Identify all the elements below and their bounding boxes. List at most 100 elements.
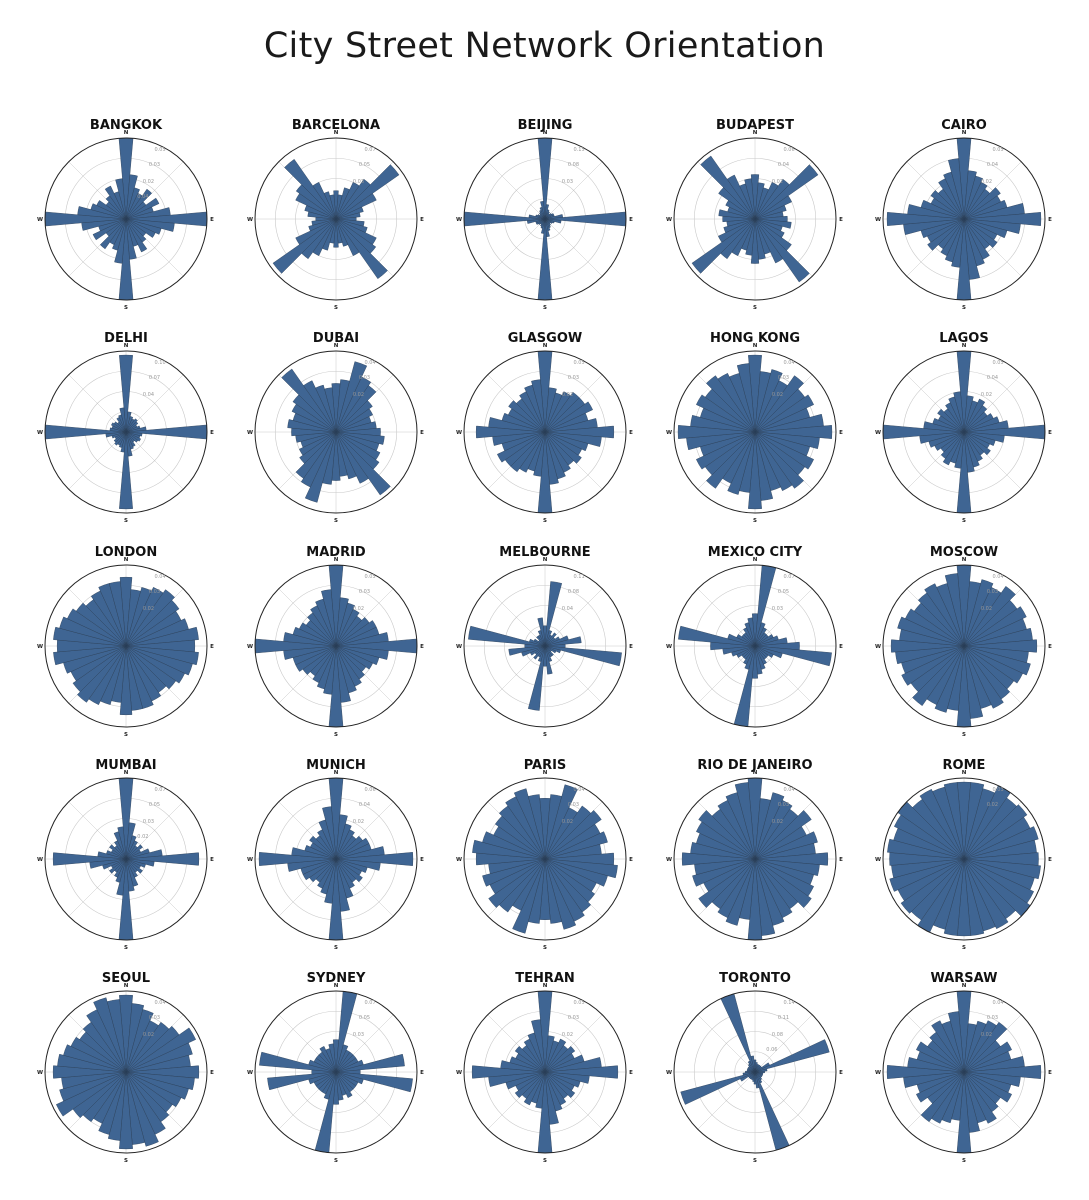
direction-label: S — [962, 945, 966, 951]
direction-label: W — [875, 217, 881, 223]
direction-label: W — [456, 1070, 462, 1076]
direction-label: W — [247, 1070, 253, 1076]
histogram-bar — [886, 1065, 965, 1079]
histogram-bar — [527, 645, 546, 711]
histogram-bar — [963, 606, 1027, 647]
histogram-bar — [544, 636, 582, 647]
histogram-bar — [544, 810, 602, 860]
histogram-bar — [292, 626, 337, 647]
histogram-bar — [696, 431, 756, 470]
direction-label: W — [875, 644, 881, 650]
direction-label: S — [334, 945, 338, 951]
histogram-bar — [963, 175, 984, 220]
outer-ring — [673, 137, 837, 301]
tick-label: 0.02 — [987, 802, 998, 808]
histogram-bar — [77, 645, 127, 703]
chart-title: HONG KONG — [710, 331, 800, 346]
polar-chart-budapest: BUDAPEST 0.06 0.04 0.02 N E S W — [666, 118, 843, 311]
direction-label: W — [666, 857, 672, 863]
tick-label: 0.08 — [772, 1032, 783, 1038]
histogram-bar — [125, 187, 140, 220]
histogram-bar — [99, 218, 127, 250]
histogram-bar — [320, 858, 337, 895]
histogram-bar — [125, 188, 153, 220]
direction-label: E — [210, 644, 214, 650]
histogram-bar — [335, 400, 373, 433]
tick-label: 0.06 — [784, 147, 795, 153]
histogram-bar — [52, 852, 127, 866]
histogram-bar — [119, 354, 133, 433]
histogram-bar — [335, 1071, 353, 1098]
tick-label: 0.02 — [143, 179, 154, 185]
direction-label: N — [962, 343, 967, 349]
tick-label: 0.04 — [784, 360, 795, 366]
direction-label: S — [543, 945, 547, 951]
histogram-bar — [754, 645, 774, 658]
tick-label: 0.03 — [149, 589, 160, 595]
polar-chart-warsaw: WARSAW 0.04 0.03 0.02 N E S W — [875, 971, 1052, 1164]
histogram-bar — [52, 1065, 127, 1079]
histogram-bar — [93, 997, 127, 1073]
histogram-bar — [75, 602, 127, 647]
chart-title: PARIS — [524, 758, 567, 773]
outer-ring — [673, 990, 837, 1154]
chart-title: DELHI — [104, 331, 148, 346]
polar-chart-barcelona: BARCELONA 0.07 0.05 0.03 N E S W — [247, 118, 424, 311]
histogram-bar — [886, 212, 965, 226]
outer-ring — [44, 777, 208, 941]
histogram-bar — [944, 573, 965, 647]
histogram-bar — [335, 212, 361, 220]
direction-label: N — [334, 983, 339, 989]
direction-label: S — [543, 732, 547, 738]
direction-label: S — [543, 518, 547, 524]
histogram-bar — [335, 645, 380, 666]
direction-label: W — [37, 644, 43, 650]
direction-label: S — [753, 1158, 757, 1164]
outer-ring — [673, 350, 837, 514]
histogram-bar — [63, 1044, 127, 1073]
histogram-bar — [59, 1071, 127, 1102]
histogram-bar — [55, 1071, 127, 1117]
histogram-bar — [963, 1071, 997, 1124]
polar-chart-beijing: BEIJING 0.15 0.08 0.03 N E S W — [456, 118, 633, 311]
tick-label: 0.03 — [359, 589, 370, 595]
tick-label: 0.07 — [149, 375, 160, 381]
histogram-bar — [754, 431, 793, 491]
histogram-bar — [312, 645, 337, 683]
histogram-bar — [754, 425, 833, 439]
direction-label: E — [629, 644, 633, 650]
tick-label: 0.02 — [353, 819, 364, 825]
chart-title: MEXICO CITY — [708, 545, 803, 560]
histogram-bar — [311, 218, 337, 226]
histogram-bar — [321, 589, 337, 647]
histogram-bar — [963, 1021, 1008, 1073]
chart-title: RIO DE JANEIRO — [697, 758, 812, 773]
histogram-bar — [125, 218, 162, 235]
histogram-bar — [119, 645, 133, 716]
histogram-bar — [723, 218, 756, 233]
chart-title: BANGKOK — [90, 118, 163, 133]
tick-label: 0.11 — [574, 574, 585, 580]
histogram-bar — [754, 431, 814, 470]
histogram-bar — [125, 1009, 154, 1073]
chart-title: LONDON — [95, 545, 157, 560]
histogram-bar — [333, 218, 339, 248]
histogram-bar — [963, 1065, 1042, 1079]
tick-label: 0.14 — [784, 1000, 795, 1006]
outer-ring — [254, 990, 418, 1154]
histogram-bar — [698, 858, 756, 908]
histogram-bar — [125, 858, 143, 874]
tick-label: 0.02 — [562, 392, 573, 398]
direction-label: W — [875, 1070, 881, 1076]
histogram-bar — [963, 858, 1009, 930]
outer-ring — [882, 777, 1046, 941]
histogram-bar — [930, 190, 965, 220]
histogram-bar — [98, 1071, 127, 1135]
direction-label: E — [629, 857, 633, 863]
histogram-bar — [544, 645, 553, 675]
histogram-bar — [323, 191, 337, 220]
tick-label: 0.08 — [568, 589, 579, 595]
chart-title: BEIJING — [518, 118, 573, 133]
direction-label: N — [543, 983, 548, 989]
histogram-bar — [527, 794, 546, 860]
